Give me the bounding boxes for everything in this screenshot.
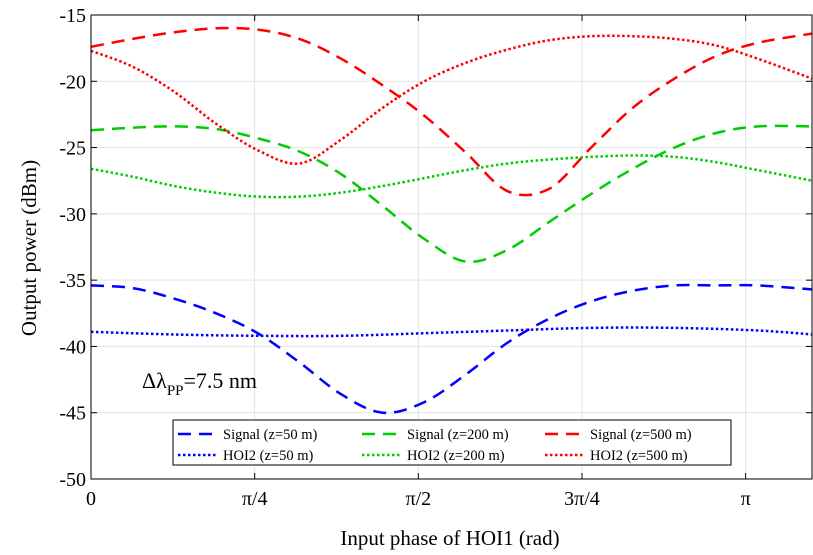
y-tick-label: -50 (59, 469, 86, 491)
x-tick-label: π/2 (405, 488, 431, 510)
series-line-5 (90, 34, 813, 165)
series-line-1 (90, 124, 813, 264)
legend-label-4: HOI2 (z=200 m) (407, 448, 505, 464)
series-line-4 (90, 154, 813, 199)
y-axis-label: Output power (dBm) (17, 160, 41, 336)
x-tick-label: π (741, 488, 751, 510)
legend-label-1: Signal (z=200 m) (407, 427, 509, 443)
series-layer (90, 26, 813, 415)
series-line-2 (90, 26, 813, 197)
y-tick-label: -15 (59, 5, 86, 27)
annotation-delta-lambda: ΔλPP=7.5 nm (142, 368, 257, 399)
y-tick-label: -40 (59, 336, 86, 358)
legend-label-5: HOI2 (z=500 m) (590, 448, 688, 464)
x-axis-label: Input phase of HOI1 (rad) (340, 526, 559, 550)
y-tick-label: -20 (59, 71, 86, 93)
y-tick-label: -45 (59, 403, 86, 425)
plot-frame (90, 14, 813, 480)
legend-label-0: Signal (z=50 m) (223, 427, 318, 443)
series-line-3 (90, 326, 813, 338)
legend: Signal (z=50 m) Signal (z=200 m) Signal (z… (172, 419, 732, 466)
y-tick-label: -35 (59, 270, 86, 292)
axis-ticks: 0 π/4 π/2 3π/4 π -15 -20 -25 -30 -35 -40 -45 -50 (59, 5, 812, 510)
y-tick-label: -25 (59, 138, 86, 160)
series-line-0 (90, 283, 813, 415)
annotation-subscript: PP (167, 383, 184, 399)
x-tick-label: 3π/4 (564, 488, 600, 510)
legend-box (172, 419, 732, 466)
legend-label-3: HOI2 (z=50 m) (223, 448, 313, 464)
x-tick-label: π/4 (242, 488, 268, 510)
annotation-suffix: =7.5 nm (184, 368, 258, 393)
grid-lines (90, 14, 812, 480)
annotation-prefix: Δλ (142, 368, 167, 393)
x-tick-label: 0 (86, 488, 96, 510)
y-tick-label: -30 (59, 204, 86, 226)
legend-label-2: Signal (z=500 m) (590, 427, 692, 443)
